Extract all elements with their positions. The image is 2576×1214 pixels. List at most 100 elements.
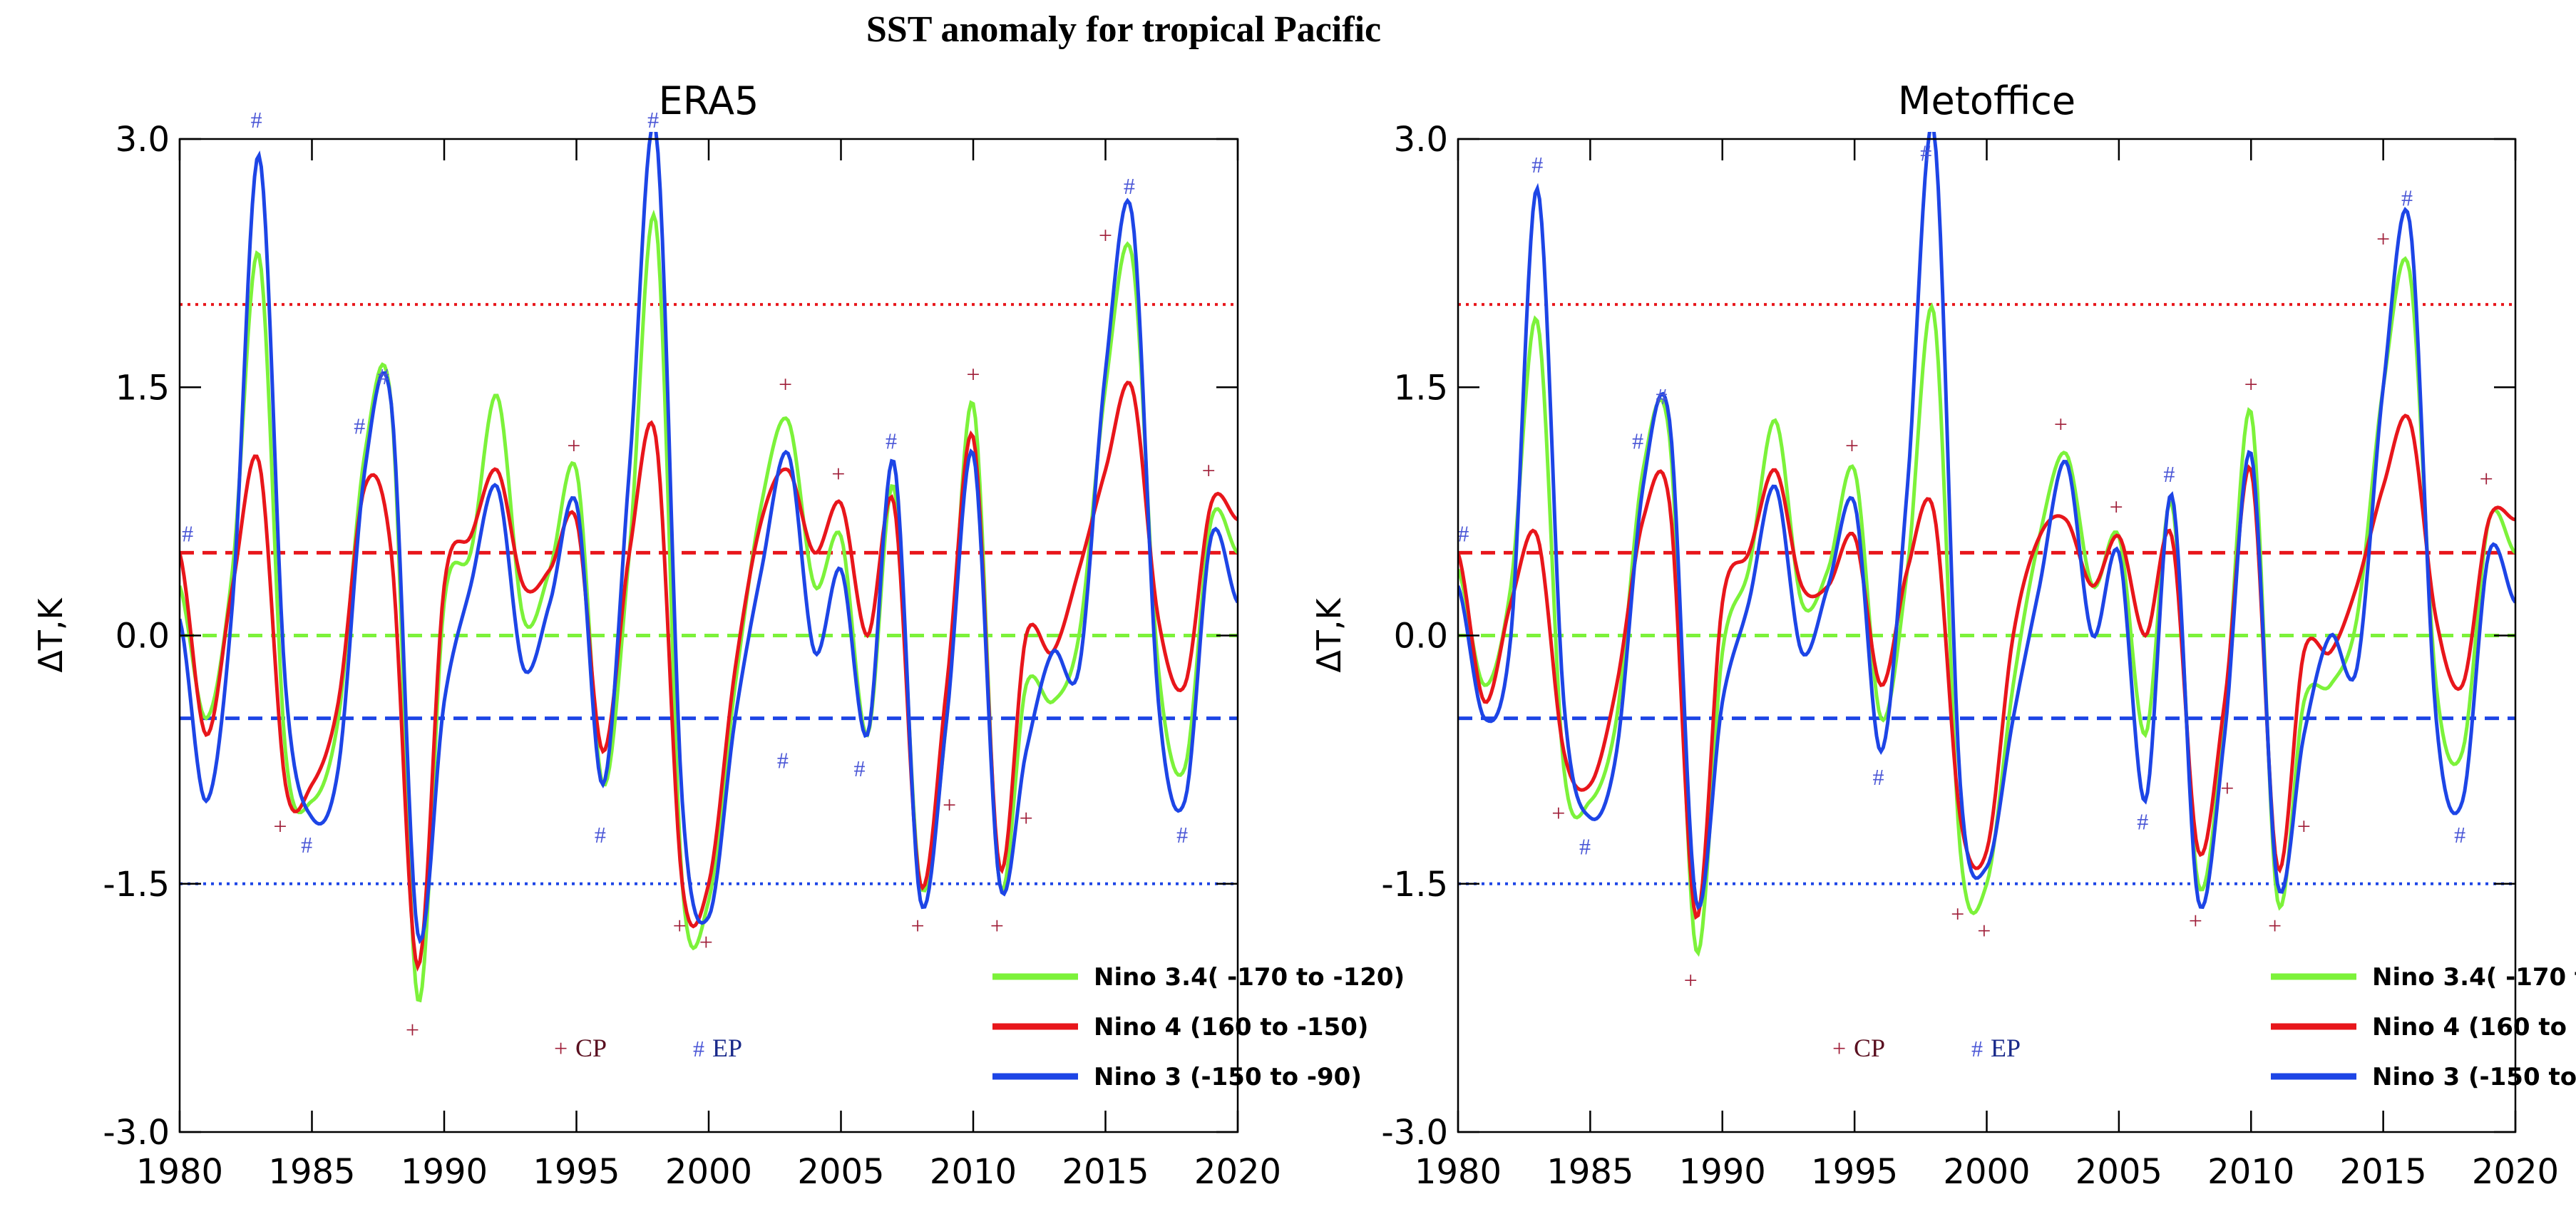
cp-marker: + xyxy=(2220,776,2234,802)
ep-marker: # xyxy=(182,521,193,547)
x-tick-label: 1980 xyxy=(1415,1152,1502,1192)
cp-key-label: CP xyxy=(1854,1034,1885,1062)
cp-marker: + xyxy=(2376,226,2390,252)
panel-title: Metoffice xyxy=(1898,78,2075,123)
ep-marker: # xyxy=(1632,428,1643,454)
cp-marker: + xyxy=(567,433,580,460)
series-line-nino34 xyxy=(1458,256,2515,957)
cp-marker: + xyxy=(2480,466,2493,493)
y-tick-label: -3.0 xyxy=(1381,1113,1448,1153)
x-tick-label: 2020 xyxy=(2472,1152,2559,1192)
cp-marker: + xyxy=(2244,372,2258,398)
ep-marker: # xyxy=(595,822,606,848)
cp-marker: + xyxy=(273,813,287,840)
x-tick-label: 1990 xyxy=(401,1152,488,1192)
y-axis-label: ΔT,K xyxy=(31,597,70,672)
y-tick-label: 3.0 xyxy=(116,120,170,160)
x-tick-label: 1980 xyxy=(136,1152,223,1192)
ep-marker: # xyxy=(1872,764,1884,790)
cp-marker: + xyxy=(831,461,845,488)
cp-marker: + xyxy=(1951,902,1964,928)
x-tick-label: 2000 xyxy=(1943,1152,2030,1192)
ep-marker: # xyxy=(301,832,312,858)
ep-marker: # xyxy=(647,107,659,133)
cp-marker: + xyxy=(779,372,792,398)
x-tick-label: 2015 xyxy=(1062,1152,1149,1192)
cp-marker: + xyxy=(990,913,1004,940)
y-tick-label: 1.5 xyxy=(1394,368,1448,408)
y-axis-label: ΔT,K xyxy=(1310,597,1348,672)
ep-marker: # xyxy=(2401,185,2413,210)
series-line-nino3 xyxy=(1458,132,2515,910)
ep-marker: # xyxy=(378,364,389,389)
y-tick-label: -1.5 xyxy=(103,865,170,905)
cp-key-label: CP xyxy=(575,1034,607,1062)
x-tick-label: 2005 xyxy=(2075,1152,2162,1192)
cp-marker: + xyxy=(699,930,713,956)
y-tick-label: -3.0 xyxy=(103,1113,170,1153)
ep-marker: # xyxy=(1579,833,1591,859)
x-tick-label: 1985 xyxy=(268,1152,355,1192)
ep-marker: # xyxy=(853,756,865,781)
y-tick-label: 0.0 xyxy=(1394,617,1448,657)
cp-marker: + xyxy=(2297,813,2311,840)
ep-key-symbol: # xyxy=(1971,1036,1983,1061)
ep-marker: # xyxy=(1124,173,1135,199)
legend-label: Nino 3 (-150 to -90) xyxy=(1094,1063,1362,1091)
ep-marker: # xyxy=(251,107,262,133)
legend-label: Nino 3 (-150 to -90) xyxy=(2372,1063,2576,1091)
cp-marker: + xyxy=(1020,806,1033,832)
ep-key-symbol: # xyxy=(693,1036,704,1061)
ep-key-label: EP xyxy=(712,1034,742,1062)
x-tick-label: 2005 xyxy=(797,1152,884,1192)
cp-marker: + xyxy=(1977,918,1991,945)
cp-marker: + xyxy=(1684,967,1698,994)
x-tick-label: 1995 xyxy=(1811,1152,1898,1192)
y-tick-label: 1.5 xyxy=(116,368,170,408)
ep-marker: # xyxy=(777,748,789,773)
y-tick-label: -1.5 xyxy=(1381,865,1448,905)
series-line-nino3 xyxy=(180,132,1238,945)
panel-metoffice: Metoffice + + + + + + + + + + + + + + # # # # # # # # # # #3.0 1.5… xyxy=(1310,78,2576,1192)
cp-marker: + xyxy=(406,1017,419,1044)
ep-marker: # xyxy=(2137,809,2148,835)
cp-marker: + xyxy=(1845,433,1859,460)
panel-era5: ERA5 + + + + + + + + + + + + + + # # # # # # # # # # # #3.0 1.5 0.0 -… xyxy=(31,78,1405,1192)
x-tick-label: 2015 xyxy=(2340,1152,2427,1192)
ep-marker: # xyxy=(1656,384,1667,409)
ep-marker: # xyxy=(2163,461,2175,487)
figure-title: SST anomaly for tropical Pacific xyxy=(866,9,1381,50)
ep-key-label: EP xyxy=(1991,1034,2021,1062)
y-tick-label: 0.0 xyxy=(116,617,170,657)
legend-label: Nino 3.4( -170 to -120) xyxy=(2372,963,2576,992)
cp-key-symbol: + xyxy=(1832,1036,1846,1062)
cp-key-symbol: + xyxy=(554,1036,568,1062)
cp-marker: + xyxy=(2110,494,2123,520)
x-tick-label: 1995 xyxy=(533,1152,620,1192)
x-tick-label: 2010 xyxy=(2207,1152,2294,1192)
legend-label: Nino 4 (160 to -150) xyxy=(2372,1013,2576,1041)
cp-marker: + xyxy=(2189,908,2202,935)
cp-marker: + xyxy=(2268,913,2282,940)
cp-marker: + xyxy=(1202,458,1216,484)
legend-label: Nino 4 (160 to -150) xyxy=(1094,1013,1368,1041)
x-tick-label: 2020 xyxy=(1194,1152,1281,1192)
ep-marker: # xyxy=(1920,140,1931,166)
cp-marker: + xyxy=(966,362,980,389)
cp-marker: + xyxy=(1099,223,1112,250)
ep-marker: # xyxy=(1531,152,1543,178)
x-tick-label: 2010 xyxy=(930,1152,1017,1192)
x-tick-label: 2000 xyxy=(665,1152,752,1192)
ep-marker: # xyxy=(1457,521,1469,547)
cp-marker: + xyxy=(1551,801,1565,827)
x-tick-label: 1990 xyxy=(1679,1152,1766,1192)
x-tick-label: 1985 xyxy=(1546,1152,1633,1192)
cp-marker: + xyxy=(943,792,956,818)
cp-marker: + xyxy=(910,913,924,940)
ep-marker: # xyxy=(886,428,897,454)
cp-marker: + xyxy=(2054,411,2068,438)
cp-marker: + xyxy=(673,913,687,940)
y-tick-label: 3.0 xyxy=(1394,120,1448,160)
panel-title: ERA5 xyxy=(659,78,759,123)
